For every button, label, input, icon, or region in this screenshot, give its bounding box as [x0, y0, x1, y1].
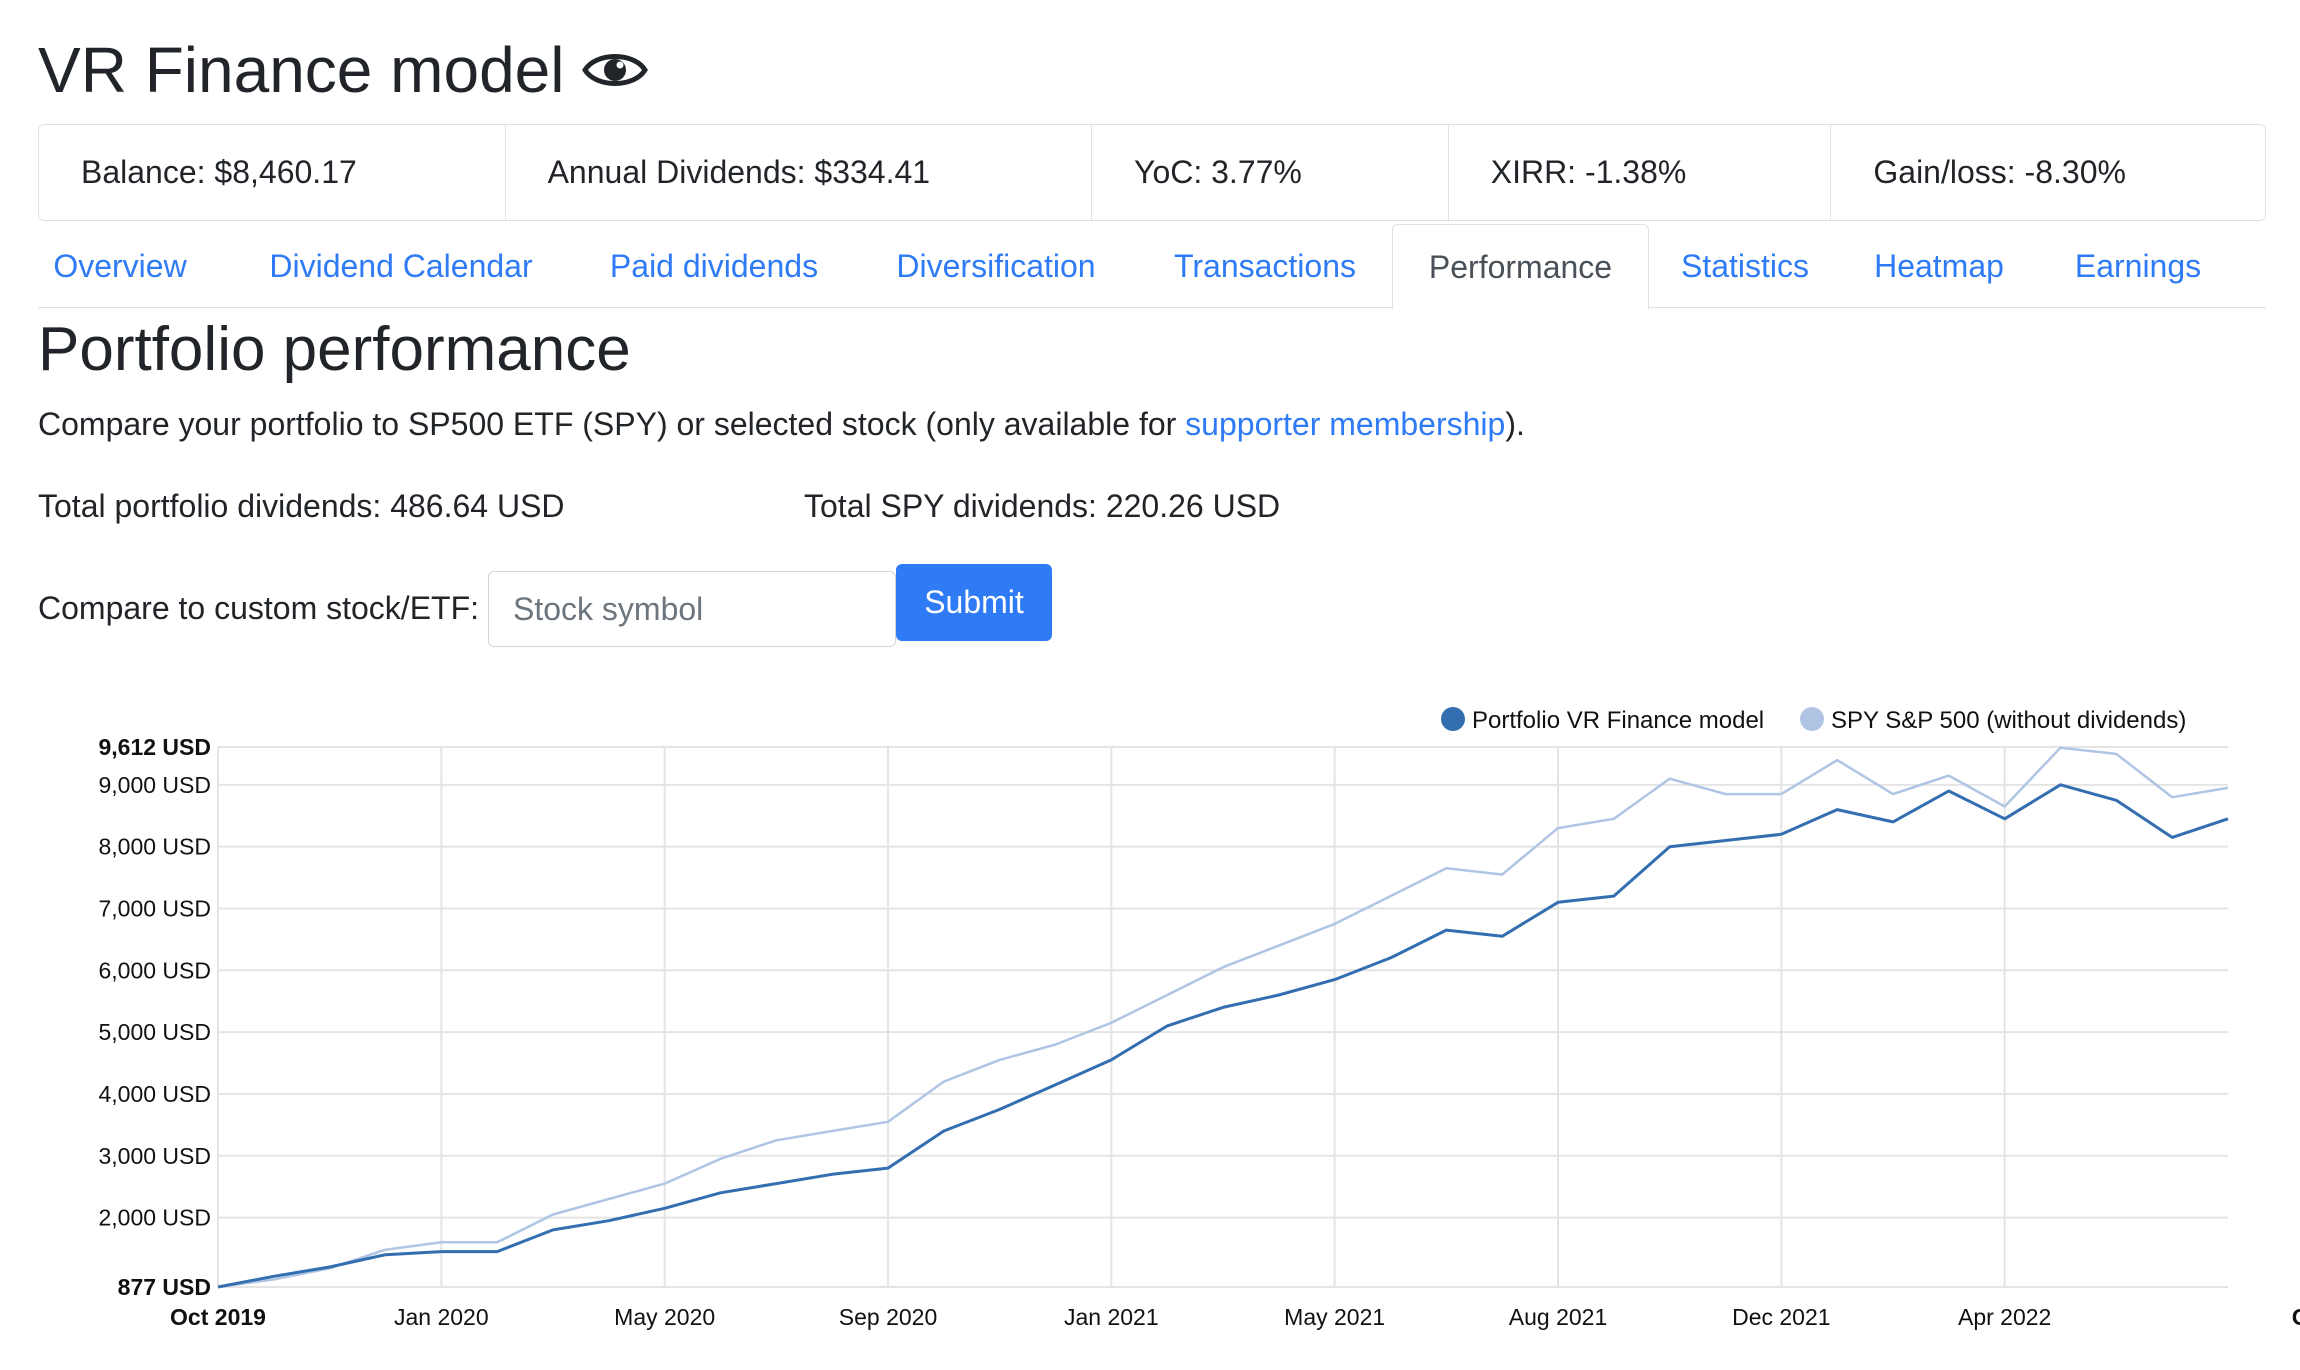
- x-tick-label: Jan 2020: [394, 1304, 489, 1330]
- description-suffix: ).: [1505, 406, 1525, 442]
- tab-statistics[interactable]: Statistics: [1670, 224, 1820, 308]
- tab-label: Paid dividends: [609, 247, 819, 284]
- portfolio-stats-bar: Balance: $8,460.17 Annual Dividends: $33…: [38, 124, 2266, 221]
- y-tick-label: 6,000 USD: [98, 957, 211, 983]
- x-tick-label: Apr 2022: [1958, 1304, 2051, 1330]
- y-tick-label: 9,000 USD: [98, 772, 211, 798]
- tab-label: Diversification: [896, 247, 1096, 284]
- x-tick-label: Sep 2020: [839, 1304, 937, 1330]
- supporter-membership-link[interactable]: supporter membership: [1185, 406, 1506, 442]
- compare-description: Compare your portfolio to SP500 ETF (SPY…: [38, 406, 1525, 443]
- tab-label: Overview: [53, 247, 187, 284]
- total-spy-dividends: Total SPY dividends: 220.26 USD: [804, 488, 1281, 524]
- legend-marker: [1800, 707, 1824, 731]
- eye-icon: [582, 54, 649, 86]
- balance-stat-text: Balance: $8,460.17: [81, 154, 357, 190]
- tab-transactions[interactable]: Transactions: [1168, 224, 1362, 308]
- x-tick-label: Dec 2021: [1732, 1304, 1830, 1330]
- description-prefix: Compare your portfolio to SP500 ETF (SPY…: [38, 406, 1186, 442]
- gain-loss-stat: Gain/loss: -8.30%: [1831, 125, 2265, 220]
- page-title: Portfolio performance: [38, 315, 631, 384]
- tab-label: Dividend Calendar: [269, 247, 533, 284]
- submit-button[interactable]: Submit: [896, 564, 1052, 641]
- y-tick-label: 7,000 USD: [98, 895, 211, 921]
- tab-label: Statistics: [1680, 247, 1810, 284]
- spy-series-line: [217, 746, 2229, 1289]
- performance-chart: 877 USD 2,000 USD 3,000 USD 4,000 USD 5,000 …: [98, 707, 2300, 1330]
- x-tick-label: Aug 2021: [1509, 1304, 1607, 1330]
- y-tick-label: 4,000 USD: [98, 1081, 211, 1107]
- tab-label: Performance: [1428, 248, 1613, 285]
- y-tick-label: 3,000 USD: [98, 1143, 211, 1169]
- tab-earnings[interactable]: Earnings: [2068, 224, 2208, 308]
- balance-stat: Balance: $8,460.17: [39, 125, 506, 220]
- annual-dividends-stat: Annual Dividends: $334.41: [506, 125, 1093, 220]
- tab-dividend-calendar[interactable]: Dividend Calendar: [263, 224, 539, 308]
- x-tick-label: Oct 2019: [170, 1304, 266, 1330]
- y-tick-label: 877 USD: [118, 1274, 211, 1300]
- portfolio-series-line: [217, 783, 2229, 1289]
- y-tick-label: 8,000 USD: [98, 834, 211, 860]
- total-portfolio-dividends: Total portfolio dividends: 486.64 USD: [38, 488, 565, 524]
- x-tick-label: Oct 2022: [2292, 1304, 2300, 1330]
- app-title: VR Finance model: [38, 28, 649, 112]
- gain-loss-stat-text: Gain/loss: -8.30%: [1873, 154, 2126, 190]
- y-tick-label: 2,000 USD: [98, 1205, 211, 1231]
- x-tick-label: May 2020: [614, 1304, 715, 1330]
- annual-dividends-stat-text: Annual Dividends: $334.41: [547, 154, 931, 190]
- app-title-text: VR Finance model: [38, 34, 565, 106]
- yoc-stat-text: YoC: 3.77%: [1134, 154, 1302, 190]
- tab-overview[interactable]: Overview: [50, 224, 190, 308]
- tab-label: Earnings: [2074, 247, 2202, 284]
- tab-paid-dividends[interactable]: Paid dividends: [606, 224, 822, 308]
- yoc-stat: YoC: 3.77%: [1092, 125, 1449, 220]
- x-tick-label: Jan 2021: [1064, 1304, 1159, 1330]
- y-tick-label: 9,612 USD: [98, 734, 211, 760]
- tab-performance[interactable]: Performance: [1392, 224, 1649, 310]
- xirr-stat: XIRR: -1.38%: [1449, 125, 1832, 220]
- tab-diversification[interactable]: Diversification: [890, 224, 1102, 308]
- compare-label: Compare to custom stock/ETF:: [38, 590, 480, 626]
- stock-symbol-input[interactable]: [488, 571, 896, 647]
- legend-marker: [1441, 707, 1465, 731]
- x-tick-label: May 2021: [1284, 1304, 1385, 1330]
- legend-label: Portfolio VR Finance model: [1472, 707, 1764, 734]
- nav-tabs: Overview Dividend Calendar Paid dividend…: [38, 224, 2266, 310]
- xirr-stat-text: XIRR: -1.38%: [1490, 154, 1687, 190]
- y-tick-label: 5,000 USD: [98, 1019, 211, 1045]
- legend-label: SPY S&P 500 (without dividends): [1831, 707, 2186, 734]
- tab-label: Heatmap: [1874, 247, 2004, 284]
- tab-heatmap[interactable]: Heatmap: [1868, 224, 2010, 308]
- tab-label: Transactions: [1174, 247, 1356, 284]
